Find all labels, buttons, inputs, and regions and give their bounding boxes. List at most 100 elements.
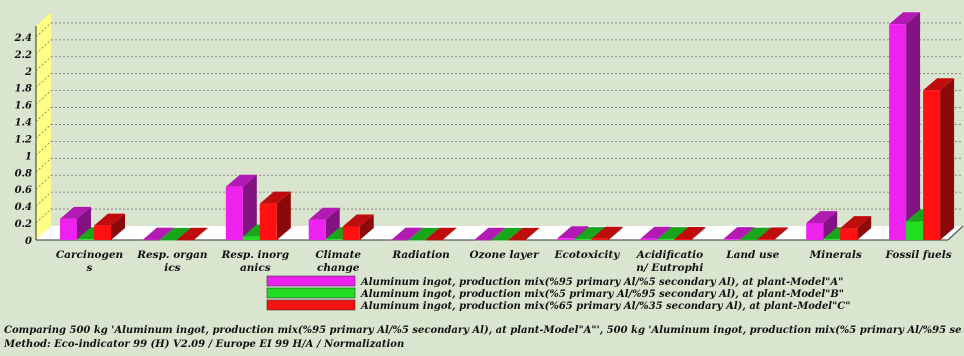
bar-side	[276, 191, 291, 240]
category-label: anics	[240, 262, 271, 274]
category-label: Resp. inorg	[221, 249, 289, 261]
gridline-side	[35, 56, 52, 72]
y-tick-label: 1	[25, 151, 32, 162]
bar-front	[159, 239, 177, 241]
gridline-side	[35, 124, 52, 139]
bar	[308, 207, 340, 240]
category-label: Resp. organ	[136, 249, 207, 261]
bar-side	[525, 227, 540, 240]
bar-top	[723, 227, 755, 240]
bar-front	[391, 239, 409, 241]
bar-front	[557, 238, 575, 240]
bar-side	[77, 206, 91, 240]
bar-front	[142, 239, 160, 241]
legend-label: Aluminum ingot, production mix(%65 prima…	[360, 301, 850, 312]
legend-swatch	[266, 275, 356, 287]
bar-front	[225, 186, 243, 240]
bar-top	[142, 227, 174, 240]
bar-front	[823, 239, 841, 240]
bar-top	[491, 227, 523, 240]
gridline-side	[35, 208, 52, 224]
bar-front	[657, 239, 675, 240]
chart-bars	[60, 12, 955, 241]
bar-side	[774, 227, 789, 240]
bar-front	[342, 226, 360, 240]
bar	[425, 227, 457, 241]
bar	[176, 227, 208, 241]
legend: Aluminum ingot, production mix(%95 prima…	[266, 275, 850, 312]
bar	[259, 191, 291, 240]
bar-top	[840, 216, 872, 229]
category-label: Land use	[725, 249, 779, 261]
bar	[840, 216, 872, 240]
bar-top	[474, 227, 506, 240]
bar	[508, 227, 540, 241]
y-tick-label: 0.6	[15, 185, 32, 196]
category-label: change	[317, 262, 360, 274]
bar	[923, 78, 955, 240]
bar-front	[840, 228, 858, 240]
bar-top	[674, 226, 706, 239]
bar-front	[176, 239, 194, 241]
bar-front	[425, 239, 443, 241]
legend-swatch	[266, 287, 356, 299]
bar-front	[474, 239, 492, 241]
y-tick-label: 0.4	[15, 202, 32, 213]
bar-top	[259, 191, 291, 204]
bar-top	[408, 227, 440, 240]
bar-top	[342, 214, 374, 227]
bar-top	[308, 207, 340, 220]
y-tick-label: 1.2	[15, 134, 32, 145]
bar-top	[889, 12, 921, 25]
bar	[225, 174, 257, 240]
bar-front	[923, 90, 941, 240]
y-axis-ticks: 0 0.2 0.4 0.6 0.8 1 1.2 1.4 1.6 1.8 2 2.2 2.4	[14, 33, 32, 247]
bar-side	[242, 174, 257, 240]
bar	[889, 12, 921, 240]
bar-top	[640, 226, 672, 239]
category-label: Carcinogen	[56, 249, 123, 261]
back-wall	[51, 12, 963, 226]
gridline-side	[35, 107, 52, 122]
bar-front	[574, 239, 592, 240]
bar-top	[508, 227, 540, 240]
bar-front	[308, 219, 326, 240]
category-label: Ozone layer	[469, 249, 540, 261]
legend-label: Aluminum ingot, production mix(%5 primar…	[360, 289, 844, 300]
bar-side	[906, 12, 921, 240]
bar-front	[723, 239, 741, 240]
bar	[142, 227, 174, 241]
y-tick-label: 1.6	[15, 101, 32, 112]
category-label: n/ Eutrophi	[636, 262, 703, 274]
bar-top	[757, 227, 789, 240]
category-label: Radiation	[391, 249, 449, 261]
bar-top	[923, 78, 955, 91]
bar-front	[408, 239, 426, 241]
bar-side	[691, 226, 706, 240]
bar-front	[94, 225, 111, 240]
bar-front	[508, 239, 526, 241]
bar-side	[193, 227, 208, 240]
bar-front	[591, 238, 609, 240]
footer-method-text: Method: Eco-indicator 99 (H) V2.09 / Eur…	[4, 339, 405, 350]
bar-side	[823, 211, 838, 240]
y-tick-label: 2.4	[14, 33, 32, 44]
category-label: ics	[164, 262, 180, 274]
legend-label: Aluminum ingot, production mix(%95 prima…	[360, 277, 843, 288]
chart-grid	[35, 22, 963, 224]
bar-front	[640, 238, 658, 240]
category-label: Acidificatio	[636, 249, 704, 261]
footer-comparison-text: Comparing 500 kg 'Aluminum ingot, produc…	[4, 325, 962, 336]
bar-front	[325, 239, 343, 240]
gridline-side	[35, 90, 52, 105]
gridline-side	[35, 73, 52, 88]
bar-top	[60, 206, 91, 219]
bar-front	[757, 239, 775, 240]
bar-side	[325, 207, 340, 240]
bar	[60, 206, 91, 240]
y-tick-label: 0.8	[15, 168, 32, 179]
category-label: Fossil fuels	[885, 249, 952, 261]
bar	[757, 227, 789, 240]
y-tick-label: 1.8	[15, 84, 32, 95]
